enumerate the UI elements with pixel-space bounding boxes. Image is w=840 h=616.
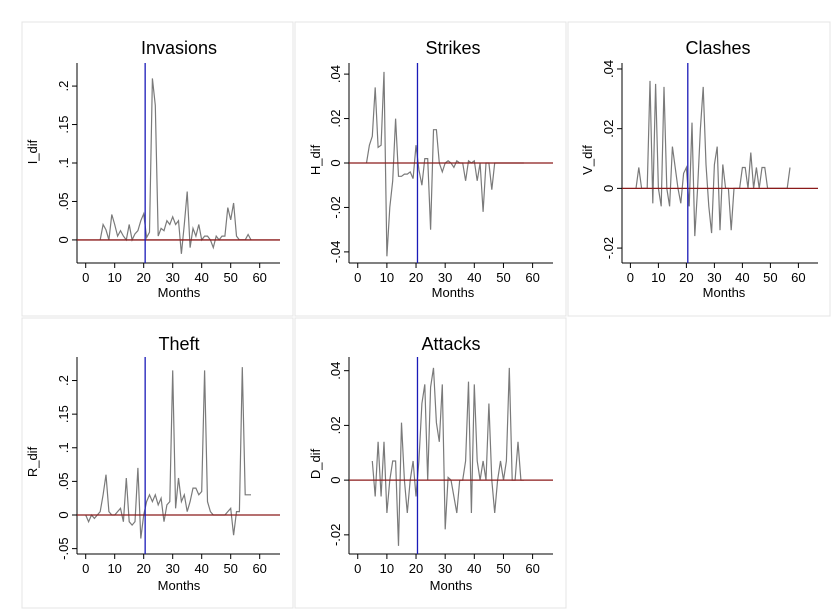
panel-clashes-background bbox=[567, 21, 831, 317]
strikes-x-tick-label: 20 bbox=[409, 270, 423, 285]
panel-invasions-xlabel: Months bbox=[158, 285, 201, 300]
panel-strikes-title: Strikes bbox=[425, 38, 480, 58]
panel-clashes-xlabel: Months bbox=[703, 285, 746, 300]
clashes-y-tick-label: .04 bbox=[601, 60, 616, 78]
theft-x-tick-label: 30 bbox=[165, 561, 179, 576]
panel-invasions: Invasions Months I_dif 0 10 20 30 40 50 60 0 .05… bbox=[21, 21, 294, 317]
attacks-y-tick-label: .04 bbox=[328, 362, 343, 380]
clashes-x-tick-label: 0 bbox=[627, 270, 634, 285]
attacks-x-tick-label: 30 bbox=[438, 561, 452, 576]
panel-attacks-background bbox=[294, 317, 567, 609]
attacks-x-tick-label: 20 bbox=[409, 561, 423, 576]
clashes-x-tick-label: 10 bbox=[651, 270, 665, 285]
attacks-y-tick-label: 0 bbox=[328, 477, 343, 484]
attacks-x-tick-label: 50 bbox=[496, 561, 510, 576]
attacks-x-tick-label: 0 bbox=[354, 561, 361, 576]
strikes-y-tick-label: -.02 bbox=[328, 196, 343, 218]
strikes-y-tick-label: .02 bbox=[328, 110, 343, 128]
theft-y-tick-label: .05 bbox=[56, 472, 71, 490]
clashes-y-tick-label: .02 bbox=[601, 120, 616, 138]
panel-theft-background bbox=[21, 317, 294, 609]
panel-attacks-title: Attacks bbox=[421, 334, 480, 354]
panel-invasions-title: Invasions bbox=[141, 38, 217, 58]
invasions-y-tick-label: 0 bbox=[56, 236, 71, 243]
invasions-x-tick-label: 50 bbox=[223, 270, 237, 285]
clashes-x-tick-label: 40 bbox=[735, 270, 749, 285]
theft-x-tick-label: 40 bbox=[194, 561, 208, 576]
invasions-x-tick-label: 20 bbox=[136, 270, 150, 285]
strikes-x-tick-label: 10 bbox=[380, 270, 394, 285]
theft-x-tick-label: 10 bbox=[107, 561, 121, 576]
invasions-series-line bbox=[99, 78, 252, 254]
clashes-x-tick-label: 30 bbox=[707, 270, 721, 285]
panel-invasions-ylabel: I_dif bbox=[25, 139, 40, 164]
invasions-x-tick-label: 60 bbox=[252, 270, 266, 285]
strikes-x-tick-label: 0 bbox=[354, 270, 361, 285]
clashes-y-tick-label: 0 bbox=[601, 185, 616, 192]
strikes-x-tick-label: 60 bbox=[525, 270, 539, 285]
panel-attacks: Attacks Months D_dif 0 10 20 30 40 50 60 -.02 0.… bbox=[294, 317, 567, 609]
strikes-y-tick-label: 0 bbox=[328, 159, 343, 166]
theft-x-tick-label: 0 bbox=[82, 561, 89, 576]
invasions-y-tick-label: .1 bbox=[56, 158, 71, 169]
clashes-y-tick-label: -.02 bbox=[601, 237, 616, 259]
theft-y-tick-label: .1 bbox=[56, 442, 71, 453]
theft-x-tick-label: 50 bbox=[223, 561, 237, 576]
strikes-y-tick-label: .04 bbox=[328, 65, 343, 83]
attacks-x-tick-label: 40 bbox=[467, 561, 481, 576]
attacks-series-line bbox=[371, 367, 524, 546]
invasions-y-tick-label: .05 bbox=[56, 192, 71, 210]
invasions-x-tick-label: 40 bbox=[194, 270, 208, 285]
attacks-x-tick-label: 60 bbox=[525, 561, 539, 576]
panel-invasions-background bbox=[21, 21, 294, 317]
invasions-x-tick-label: 10 bbox=[107, 270, 121, 285]
panel-strikes: Strikes Months H_dif 0 10 20 30 40 50 60 -.04 -.… bbox=[294, 21, 567, 317]
strikes-y-tick-label: -.04 bbox=[328, 241, 343, 263]
theft-x-tick-label: 20 bbox=[136, 561, 150, 576]
strikes-x-tick-label: 40 bbox=[467, 270, 481, 285]
invasions-y-tick-label: .2 bbox=[56, 81, 71, 92]
theft-y-tick-label: 0 bbox=[56, 511, 71, 518]
theft-y-tick-label: -.05 bbox=[56, 537, 71, 559]
panel-theft-title: Theft bbox=[158, 334, 199, 354]
panel-strikes-xlabel: Months bbox=[432, 285, 475, 300]
strikes-x-tick-label: 50 bbox=[496, 270, 510, 285]
invasions-x-tick-label: 30 bbox=[165, 270, 179, 285]
clashes-x-tick-label: 60 bbox=[791, 270, 805, 285]
attacks-x-tick-label: 10 bbox=[380, 561, 394, 576]
clashes-x-tick-label: 50 bbox=[763, 270, 777, 285]
panel-attacks-ylabel: D_dif bbox=[308, 448, 323, 479]
attacks-y-tick-label: .02 bbox=[328, 416, 343, 434]
strikes-x-tick-label: 30 bbox=[438, 270, 452, 285]
panel-attacks-xlabel: Months bbox=[430, 578, 473, 593]
clashes-x-tick-label: 20 bbox=[679, 270, 693, 285]
panel-strikes-ylabel: H_dif bbox=[308, 144, 323, 175]
attacks-y-tick-label: -.02 bbox=[328, 524, 343, 546]
panel-clashes: Clashes Months V_dif 0 10 20 30 40 50 60 -.02 0.… bbox=[567, 21, 831, 317]
invasions-x-tick-label: 0 bbox=[82, 270, 89, 285]
panel-theft: Theft Months R_dif 0 10 20 30 40 50 60 -.05 0 .05… bbox=[21, 317, 294, 609]
panel-theft-xlabel: Months bbox=[158, 578, 201, 593]
clashes-series-line bbox=[635, 80, 791, 237]
panel-theft-ylabel: R_dif bbox=[25, 446, 40, 477]
theft-y-tick-label: .15 bbox=[56, 405, 71, 423]
panel-clashes-ylabel: V_dif bbox=[580, 145, 595, 175]
panel-clashes-title: Clashes bbox=[685, 38, 750, 58]
theft-x-tick-label: 60 bbox=[252, 561, 266, 576]
panel-strikes-background bbox=[294, 21, 567, 317]
invasions-y-tick-label: .15 bbox=[56, 115, 71, 133]
theft-y-tick-label: .2 bbox=[56, 375, 71, 386]
